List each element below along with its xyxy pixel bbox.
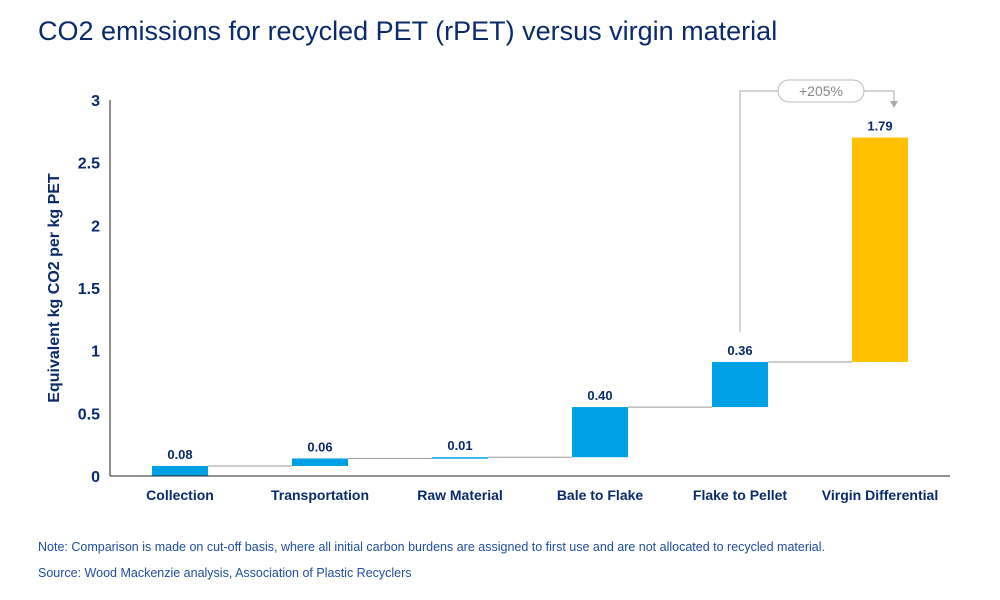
category-label: Transportation (271, 487, 369, 503)
bar-bale-to-flake (572, 407, 628, 458)
data-label: 0.06 (307, 439, 332, 454)
percent-annotation: +205% (739, 79, 898, 332)
axes-group (109, 100, 950, 477)
y-tick-label: 0 (91, 469, 100, 486)
y-tick-label: 3 (91, 93, 100, 110)
chart-title: CO2 emissions for recycled PET (rPET) ve… (38, 16, 778, 46)
percent-label: +205% (799, 83, 843, 99)
data-label: 0.08 (167, 447, 192, 462)
data-label: 1.79 (867, 119, 892, 134)
y-tick-label: 2.5 (78, 156, 100, 173)
data-label: 0.36 (727, 343, 752, 358)
bars-group (152, 137, 908, 476)
percent-badge (777, 79, 865, 103)
category-label: Flake to Pellet (693, 487, 787, 503)
arrow-head-icon (890, 101, 898, 108)
data-label: 0.40 (587, 388, 612, 403)
y-tick-label: 2 (91, 218, 100, 235)
data-labels-group: 0.08 0.06 0.01 0.40 0.36 1.79 (167, 119, 892, 462)
category-labels: Collection Transportation Raw Material Bale… (146, 487, 938, 503)
category-label: Collection (146, 487, 214, 503)
bar-collection (152, 465, 208, 476)
bar-raw-material (432, 457, 488, 459)
category-label: Virgin Differential (822, 487, 938, 503)
category-label: Raw Material (417, 487, 503, 503)
connector-lines (208, 361, 852, 467)
y-tick-label: 1 (91, 344, 100, 361)
y-axis-label: Equivalent kg CO2 per kg PET (46, 173, 63, 403)
source-note: Source: Wood Mackenzie analysis, Associa… (38, 566, 412, 580)
y-tick-label: 0.5 (78, 406, 100, 423)
data-label: 0.01 (447, 438, 472, 453)
bar-flake-to-pellet (712, 361, 768, 408)
bar-transportation (292, 458, 348, 466)
category-label: Bale to Flake (557, 487, 644, 503)
bar-virgin-differential (852, 137, 908, 362)
y-tick-label: 1.5 (78, 281, 100, 298)
y-tick-labels: 0 0.5 1 1.5 2 2.5 3 (78, 93, 100, 486)
footnote: Note: Comparison is made on cut-off basi… (38, 540, 825, 554)
